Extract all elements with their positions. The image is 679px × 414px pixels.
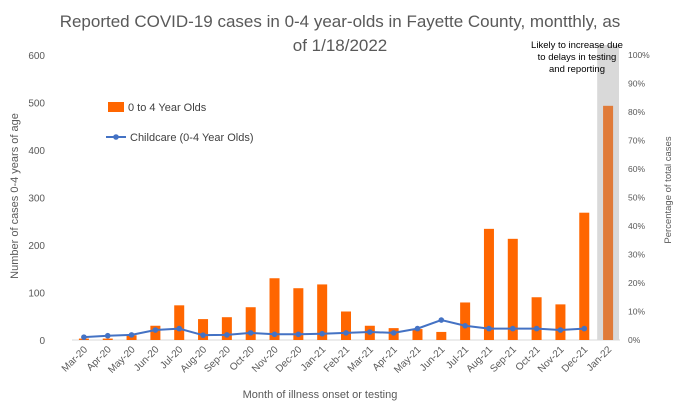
legend-label-cases: 0 to 4 Year Olds <box>128 102 207 114</box>
bar-Feb-21 <box>340 311 352 340</box>
childcare-point-Aug-21 <box>486 325 492 332</box>
y2-tick-label: 10% <box>628 307 645 317</box>
y-tick-label: 200 <box>28 241 45 252</box>
bar-Jun-21 <box>436 331 447 340</box>
y2-tick-label: 30% <box>628 250 645 260</box>
childcare-point-Sep-21 <box>509 325 516 332</box>
y-tick-label: 600 <box>28 51 45 62</box>
y2-tick-label: 40% <box>628 221 645 231</box>
chart-title-line-1: Reported COVID-19 cases in 0-4 year-olds… <box>60 12 621 31</box>
bar-Aug-20 <box>198 319 209 340</box>
childcare-point-Oct-21 <box>533 325 540 332</box>
bar-May-21 <box>412 329 423 340</box>
bar-Sep-21 <box>507 238 518 340</box>
y-tick-label: 100 <box>28 289 45 300</box>
chart-title-line-2: of 1/18/2022 <box>293 36 388 55</box>
y2-tick-label: 0% <box>628 335 641 345</box>
x-tick-label: Dec-21 <box>560 344 591 375</box>
bar-Dec-20 <box>293 288 304 340</box>
y2-tick-label: 100% <box>628 50 650 60</box>
childcare-point-Dec-20 <box>295 331 302 338</box>
chart-title: Reported COVID-19 cases in 0-4 year-olds… <box>60 12 621 55</box>
bar-Apr-20 <box>102 338 113 340</box>
x-tick-label: May-21 <box>392 344 424 376</box>
childcare-point-Dec-21 <box>581 325 588 332</box>
legend-swatch-childcare-marker <box>113 134 119 140</box>
y-tick-label: 400 <box>28 146 45 157</box>
childcare-point-Mar-21 <box>367 329 373 335</box>
childcare-point-May-21 <box>414 325 421 332</box>
childcare-point-Nov-20 <box>271 331 278 338</box>
x-tick-label: Jan-22 <box>585 344 615 374</box>
childcare-point-Nov-21 <box>557 327 564 333</box>
bar-Jul-20 <box>174 305 185 340</box>
line-series <box>81 317 588 340</box>
bar-Dec-21 <box>579 212 590 340</box>
y2-tick-label: 80% <box>628 107 645 117</box>
annotation-note: Likely to increase due to delays in test… <box>531 40 623 75</box>
legend: 0 to 4 Year Olds Childcare (0-4 Year Old… <box>106 102 254 144</box>
x-tick-label: Mar-21 <box>346 344 376 374</box>
childcare-point-Apr-20 <box>104 332 111 339</box>
x-tick-label: Dec-20 <box>274 344 305 375</box>
childcare-point-Mar-20 <box>81 334 87 340</box>
legend-swatch-cases <box>108 102 124 112</box>
bar-Aug-21 <box>483 228 494 340</box>
bar-Oct-20 <box>245 307 256 340</box>
bar-Jan-22 <box>603 105 614 340</box>
bar-Sep-20 <box>221 317 232 340</box>
annotation-line-1: Likely to increase due <box>531 40 623 51</box>
bar-Jul-21 <box>460 302 471 340</box>
childcare-point-Apr-21 <box>390 330 397 336</box>
childcare-point-Jan-21 <box>319 330 325 337</box>
y2-tick-label: 50% <box>628 193 645 203</box>
y-tick-label: 500 <box>28 99 45 110</box>
childcare-point-Jun-21 <box>438 317 445 323</box>
annotation-line-3: and reporting <box>549 64 605 75</box>
x-tick-label: Jun-21 <box>418 344 448 374</box>
legend-label-childcare: Childcare (0-4 Year Olds) <box>130 132 254 144</box>
x-tick-label: Sep-20 <box>202 344 233 375</box>
childcare-point-Aug-20 <box>200 332 206 338</box>
y2-tick-label: 60% <box>628 164 645 174</box>
y-tick-label: 0 <box>39 336 45 347</box>
childcare-point-Oct-20 <box>247 330 254 336</box>
childcare-point-Feb-21 <box>343 330 349 336</box>
x-tick-label: May-20 <box>106 344 138 376</box>
childcare-point-Sep-20 <box>224 332 230 338</box>
bar-Oct-21 <box>531 297 542 340</box>
childcare-point-Jul-21 <box>462 322 468 329</box>
childcare-line <box>83 319 585 339</box>
y2-axis-title: Percentage of total cases <box>663 136 674 243</box>
childcare-point-May-20 <box>128 332 135 338</box>
childcare-point-Jun-20 <box>152 327 159 333</box>
y-axis-title: Number of cases 0-4 years of age <box>9 113 21 279</box>
x-tick-label: Mar-20 <box>60 344 90 374</box>
x-axis-title: Month of illness onset or testing <box>243 389 398 401</box>
bar-Nov-20 <box>269 278 280 340</box>
y2-tick-label: 90% <box>628 79 645 89</box>
annotation-line-2: to delays in testing <box>538 52 617 63</box>
x-tick-label: Sep-21 <box>488 344 519 375</box>
bar-Nov-21 <box>555 304 566 340</box>
y-tick-label: 300 <box>28 194 45 205</box>
x-tick-label: Jun-20 <box>132 344 162 374</box>
bar-Jun-20 <box>150 325 161 340</box>
childcare-point-Jul-20 <box>176 325 183 332</box>
bar-Jan-21 <box>317 284 328 340</box>
y2-tick-label: 70% <box>628 136 645 146</box>
y2-tick-label: 20% <box>628 278 645 288</box>
